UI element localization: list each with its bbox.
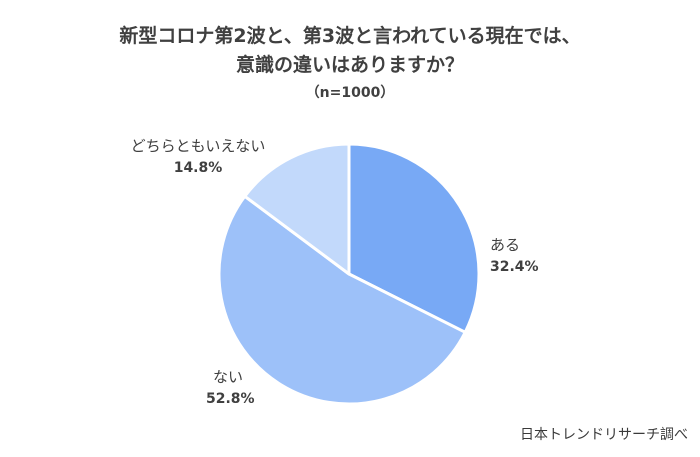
chart-title-line-1: 新型コロナ第2波と、第3波と言われている現在では、 [119,25,581,47]
slice-value-label: 52.8% [206,391,255,407]
pie-slice-0 [347,142,481,334]
slice-label-aru: ある 32.4% [490,234,539,278]
chart-title-line-2: 意識の違いはありますか？ [235,54,464,76]
chart-title-block: 新型コロナ第2波と、第3波と言われている現在では、 意識の違いはありますか？ （… [0,22,700,104]
source-credit: 日本トレンドリサーチ調べ [520,427,688,443]
pie-slice-2 [243,142,351,276]
slice-label-text: どちらともいえない [130,137,266,155]
slice-label-dochiratomo: どちらともいえない 14.8% [128,135,268,179]
slice-label-nai: ない 52.8% [206,366,255,410]
slice-value-label: 32.4% [490,259,539,275]
slice-label-text: ある [490,236,521,254]
chart-subtitle: （n=1000） [305,85,395,101]
slice-label-text: ない [212,368,243,386]
slice-value-label: 14.8% [173,160,223,176]
pie-slice-1 [217,194,467,406]
